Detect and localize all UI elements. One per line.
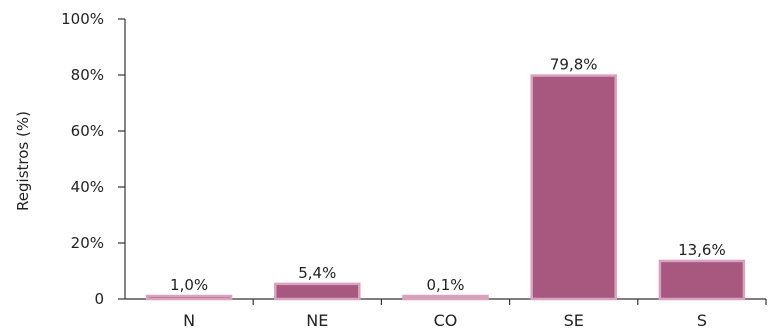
y-tick-label: 100% — [61, 10, 104, 28]
y-tick-label: 20% — [71, 234, 104, 252]
bar-s — [658, 259, 746, 301]
bar-n — [145, 294, 233, 301]
bar-se — [530, 74, 617, 301]
data-label-n: 1,0% — [170, 276, 208, 294]
data-label-ne: 5,4% — [298, 264, 336, 282]
y-tick-label: 0 — [94, 290, 104, 308]
x-tick-label: CO — [434, 311, 458, 330]
y-tick-label: 60% — [71, 122, 104, 140]
data-label-s: 13,6% — [678, 241, 726, 259]
y-tick-label: 80% — [71, 66, 104, 84]
x-tick-label: S — [697, 311, 707, 330]
bar-ne — [274, 282, 361, 301]
data-label-se: 79,8% — [550, 56, 598, 74]
data-label-co: 0,1% — [426, 276, 464, 294]
x-axis: N NE CO SE S — [125, 298, 767, 330]
y-axis: 0 20% 40% 60% 80% 100% — [61, 10, 126, 308]
data-labels: 1,0% 5,4% 0,1% 79,8% 13,6% — [170, 56, 726, 294]
y-axis-title: Registros (%) — [14, 111, 32, 211]
bar-co — [402, 294, 489, 301]
y-tick-label: 40% — [71, 178, 104, 196]
bars — [145, 74, 746, 301]
x-tick-label: SE — [564, 311, 584, 330]
x-tick-label: N — [183, 311, 195, 330]
x-tick-label: NE — [306, 311, 328, 330]
